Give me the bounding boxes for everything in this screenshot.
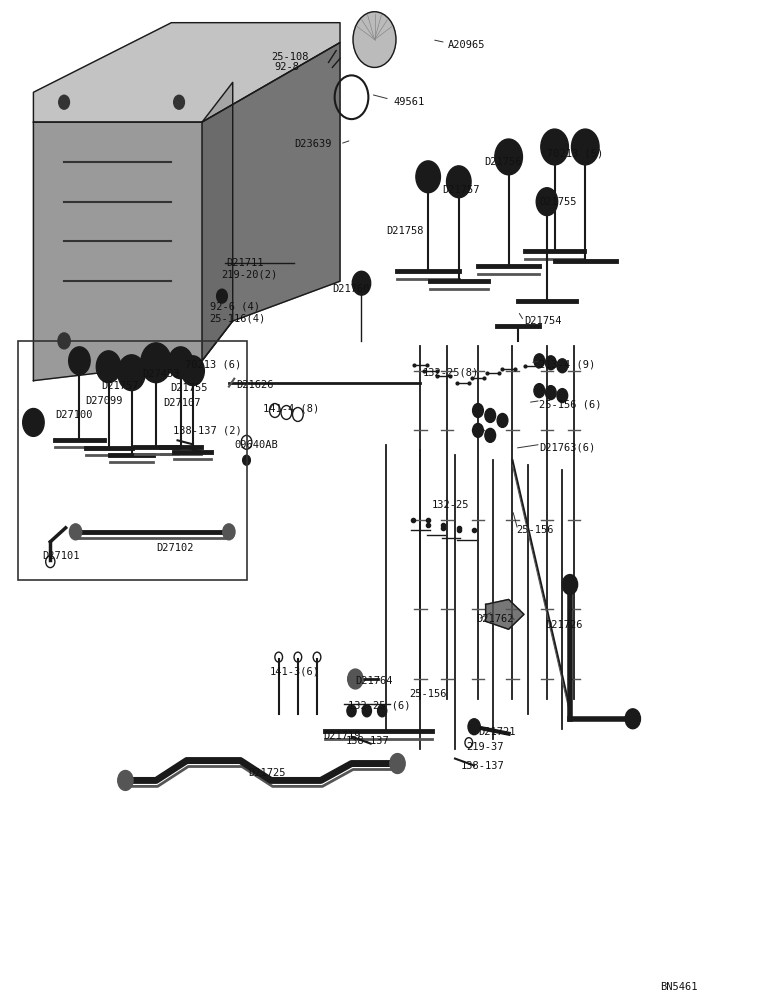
Circle shape [537,188,557,216]
Circle shape [416,161,440,193]
Text: 213-4 (9): 213-4 (9) [540,360,595,370]
Text: 25-116(4): 25-116(4) [210,313,266,323]
Polygon shape [202,43,340,361]
Circle shape [141,343,171,383]
Circle shape [446,166,471,198]
Text: D21726: D21726 [546,620,583,630]
Text: 09640AB: 09640AB [234,440,278,450]
Text: 132-25 (6): 132-25 (6) [347,701,410,711]
Circle shape [347,669,363,689]
Polygon shape [486,599,524,629]
Text: 141-4 (8): 141-4 (8) [263,404,320,414]
Circle shape [58,333,70,349]
Text: D21763(6): D21763(6) [540,442,595,452]
Text: D21756: D21756 [484,157,522,167]
Text: 25-156: 25-156 [409,689,446,699]
Text: D27453: D27453 [142,369,180,379]
Text: D27101: D27101 [42,551,80,561]
Circle shape [390,754,405,773]
Circle shape [347,705,356,717]
Text: 219-37: 219-37 [466,742,504,752]
Text: D21721: D21721 [478,727,516,737]
Text: 138-137: 138-137 [346,736,390,746]
Circle shape [242,455,250,465]
Text: 92-6 (4): 92-6 (4) [210,301,259,311]
Circle shape [557,359,567,373]
Circle shape [362,705,371,717]
Text: D21719: D21719 [323,731,361,741]
Text: 25-108: 25-108 [271,52,309,62]
Text: D21755: D21755 [540,197,577,207]
Circle shape [562,575,577,594]
Text: 49561: 49561 [394,97,425,107]
Text: D21757: D21757 [442,185,480,195]
Circle shape [546,356,556,370]
Circle shape [571,129,599,165]
Text: 141-3(6): 141-3(6) [269,666,320,676]
Text: D27102: D27102 [156,543,194,553]
Circle shape [181,356,205,386]
Text: 92-8: 92-8 [275,62,300,72]
Circle shape [174,95,185,109]
Text: 132-25(8): 132-25(8) [423,368,479,378]
Circle shape [22,409,44,436]
Text: 132-25: 132-25 [432,500,469,510]
Circle shape [497,413,508,427]
Circle shape [546,386,556,400]
Text: 25-156: 25-156 [516,525,554,535]
Circle shape [118,355,145,391]
Circle shape [168,347,193,379]
Text: 70213 (6): 70213 (6) [185,360,242,370]
Circle shape [69,347,90,375]
Text: D21757: D21757 [101,381,138,391]
Circle shape [96,351,120,383]
Circle shape [534,354,545,368]
Text: D21711: D21711 [226,258,264,268]
Polygon shape [33,23,340,122]
Circle shape [223,524,235,540]
Text: D27107: D27107 [164,398,201,408]
Text: D21758: D21758 [386,227,424,236]
Text: 138-137 (2): 138-137 (2) [173,425,242,435]
Text: D21760: D21760 [333,284,370,294]
Text: 219-20(2): 219-20(2) [222,269,277,279]
Circle shape [541,129,568,165]
Circle shape [625,709,641,729]
Text: D21762: D21762 [476,614,514,624]
Circle shape [485,409,496,422]
Circle shape [217,289,227,303]
Polygon shape [33,82,232,381]
Circle shape [378,705,387,717]
Circle shape [472,404,483,417]
Circle shape [352,271,371,295]
Circle shape [485,428,496,442]
Circle shape [534,384,545,398]
Circle shape [353,12,396,67]
Text: D23639: D23639 [294,139,331,149]
Text: D21755: D21755 [170,383,208,393]
Circle shape [472,423,483,437]
Text: 138-137: 138-137 [461,761,505,771]
Circle shape [69,524,82,540]
Circle shape [557,389,567,403]
Bar [18,341,246,580]
Text: D21754: D21754 [524,316,561,326]
Text: D21764: D21764 [355,676,393,686]
Text: 25-156 (6): 25-156 (6) [540,400,602,410]
Text: A20965: A20965 [447,40,485,50]
Text: BN5461: BN5461 [660,982,698,992]
Circle shape [495,139,523,175]
Circle shape [59,95,69,109]
Circle shape [468,719,480,735]
Circle shape [118,770,133,790]
Text: D21725: D21725 [248,768,286,778]
Text: D27099: D27099 [86,396,123,406]
Text: 70213 (5): 70213 (5) [547,149,603,159]
Text: D27100: D27100 [55,410,93,420]
Text: D21626: D21626 [236,380,274,390]
